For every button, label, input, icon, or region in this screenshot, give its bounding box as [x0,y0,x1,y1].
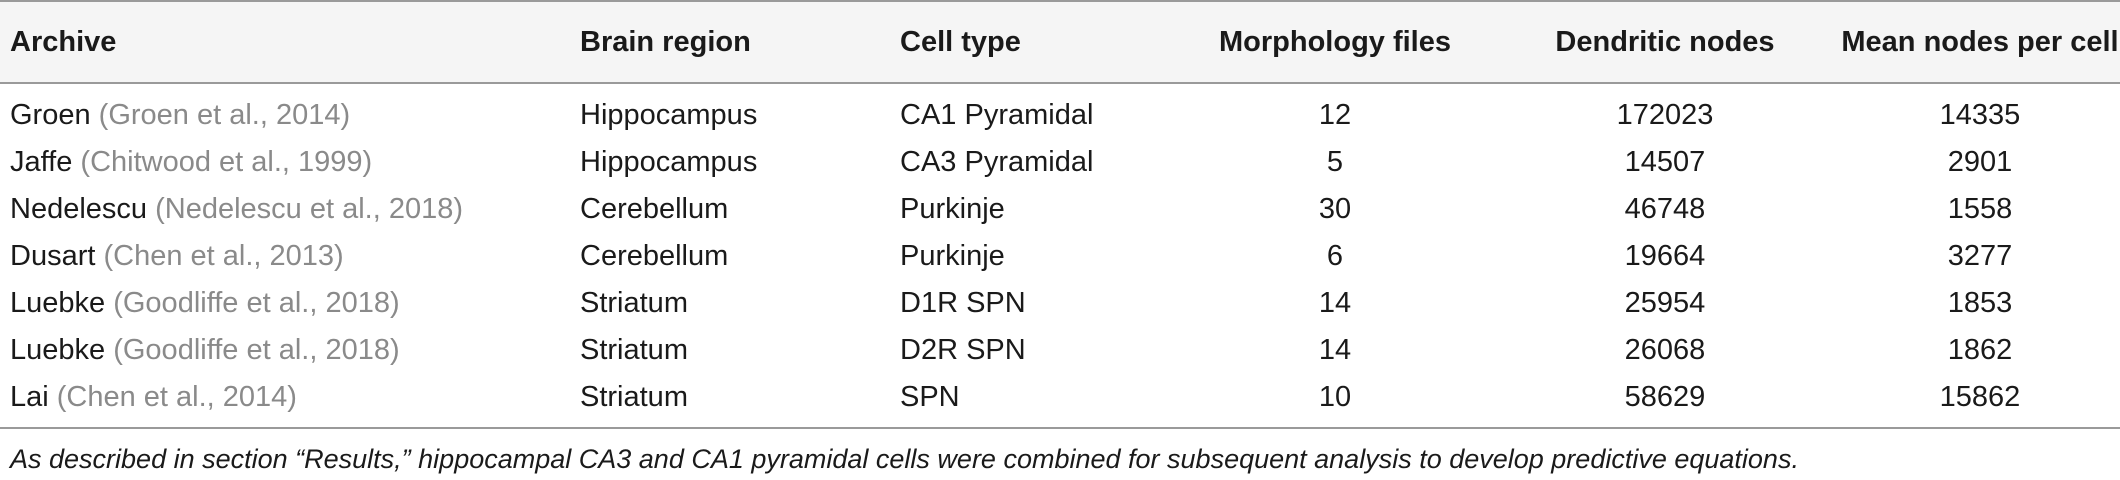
cell-brain-region: Cerebellum [580,193,729,225]
cell-dendritic-nodes: 58629 [1500,374,1830,429]
table-row: Luebke (Goodliffe et al., 2018) Striatum D… [0,280,2120,327]
archive-name: Luebke [10,287,106,319]
archive-citation: (Groen et al., 2014) [98,99,351,131]
header-dendritic-nodes: Dendritic nodes [1500,0,1830,84]
cell-dendritic-nodes: 14507 [1624,146,1706,178]
archive-table-container: Archive Brain region Cell type Morpholog… [0,0,2120,429]
cell-morphology-files: 10 [1170,374,1500,429]
archive-name: Jaffe [10,146,73,178]
cell-dendritic-nodes: 26068 [1624,334,1706,366]
table-row: Dusart (Chen et al., 2013) Cerebellum Purk… [0,233,2120,280]
cell-archive: Groen (Groen et al., 2014) [0,83,580,139]
cell-brain-region: Hippocampus [580,99,758,131]
cell-mean-nodes: 3277 [1947,240,2013,272]
cell-dendritic-nodes: 46748 [1624,193,1706,225]
table-footnote: As described in section “Results,” hippo… [10,444,1799,474]
cell-mean-nodes: 15862 [1830,374,2120,429]
cell-brain-region: Striatum [580,334,688,366]
cell-brain-region: Hippocampus [580,146,758,178]
table-row: Luebke (Goodliffe et al., 2018) Striatum D… [0,327,2120,374]
archive-citation: (Chitwood et al., 1999) [80,146,373,178]
cell-mean-nodes: 2901 [1947,146,2013,178]
archive-name: Luebke [10,334,106,366]
cell-mean-nodes: 1853 [1947,287,2013,319]
cell-mean-nodes: 1862 [1947,334,2013,366]
archive-name: Nedelescu [10,193,148,225]
cell-cell-type: Purkinje [900,240,1005,272]
header-brain-region: Brain region [580,0,900,84]
cell-morphology-files: 30 [1318,193,1352,225]
cell-archive: Luebke (Goodliffe et al., 2018) [0,327,580,374]
cell-archive: Luebke (Goodliffe et al., 2018) [0,280,580,327]
cell-archive: Nedelescu (Nedelescu et al., 2018) [0,186,580,233]
cell-cell-type: Purkinje [900,193,1005,225]
cell-cell-type: D2R SPN [900,334,1026,366]
archive-citation: (Goodliffe et al., 2018) [113,334,400,366]
cell-brain-region: Cerebellum [580,240,729,272]
archive-citation: (Goodliffe et al., 2018) [113,287,400,319]
cell-cell-type: CA3 Pyramidal [900,146,1094,178]
archive-name: Dusart [10,240,96,272]
table-body: Groen (Groen et al., 2014) Hippocampus CA1… [0,83,2120,429]
table-row: Jaffe (Chitwood et al., 1999) Hippocampus… [0,139,2120,186]
cell-cell-type: CA1 Pyramidal [900,99,1094,131]
table-row: Nedelescu (Nedelescu et al., 2018) Cerebe… [0,186,2120,233]
cell-morphology-files: 14 [1318,334,1352,366]
header-mean-nodes: Mean nodes per cell [1830,0,2120,84]
cell-archive: Dusart (Chen et al., 2013) [0,233,580,280]
cell-brain-region: Striatum [580,287,688,319]
cell-archive: Jaffe (Chitwood et al., 1999) [0,139,580,186]
table-header: Archive Brain region Cell type Morpholog… [0,0,2120,84]
cell-morphology-files: 12 [1318,99,1352,131]
cell-archive: Lai (Chen et al., 2014) [0,374,580,429]
header-cell-type: Cell type [900,0,1170,84]
header-archive: Archive [0,0,580,84]
cell-brain-region: Striatum [580,374,900,429]
archive-table: Archive Brain region Cell type Morpholog… [0,0,2120,429]
header-row: Archive Brain region Cell type Morpholog… [0,0,2120,84]
archive-citation: (Chen et al., 2014) [56,381,297,413]
archive-name: Lai [10,381,49,413]
cell-dendritic-nodes: 172023 [1616,99,1714,131]
cell-morphology-files: 6 [1326,240,1344,272]
table-row: Groen (Groen et al., 2014) Hippocampus CA1… [0,83,2120,139]
cell-mean-nodes: 1558 [1947,193,2013,225]
cell-mean-nodes: 14335 [1939,99,2021,131]
cell-dendritic-nodes: 25954 [1624,287,1706,319]
archive-name: Groen [10,99,91,131]
cell-dendritic-nodes: 19664 [1624,240,1706,272]
cell-cell-type: SPN [900,374,1170,429]
cell-morphology-files: 5 [1326,146,1344,178]
header-morphology-files: Morphology files [1170,0,1500,84]
archive-citation: (Chen et al., 2013) [103,240,344,272]
table-row: Lai (Chen et al., 2014) Striatum SPN 10 5862… [0,374,2120,429]
archive-citation: (Nedelescu et al., 2018) [155,193,463,225]
cell-cell-type: D1R SPN [900,287,1026,319]
cell-morphology-files: 14 [1318,287,1352,319]
